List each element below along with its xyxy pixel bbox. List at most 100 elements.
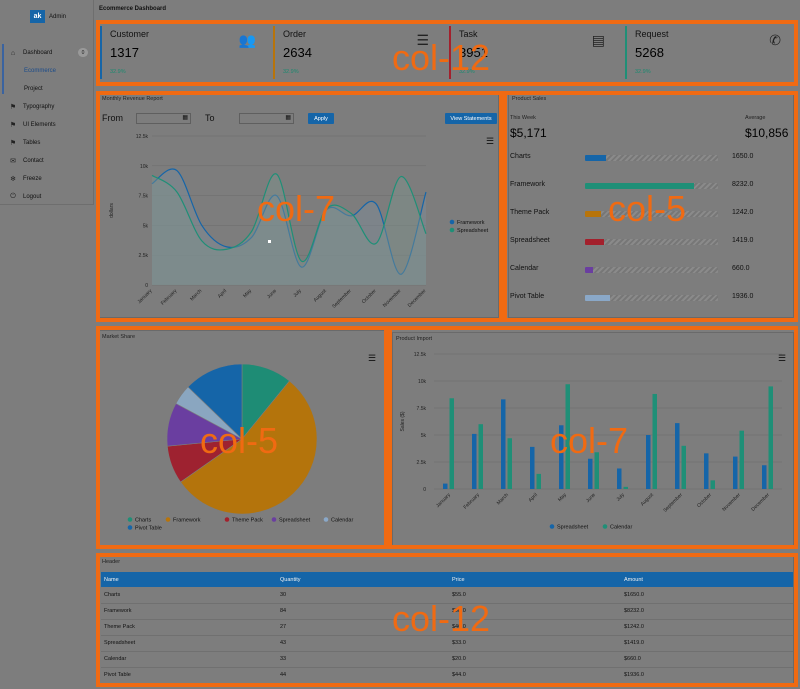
legend-label[interactable]: Calendar <box>610 525 632 531</box>
stat-value: 5268 <box>635 45 664 60</box>
stat-card-order[interactable]: Order 2634 32.9% ☰ <box>273 26 443 79</box>
legend-marker[interactable] <box>127 525 133 530</box>
calendar-icon[interactable]: ▦ <box>285 115 291 121</box>
y-tick-label: 7.5k <box>139 194 149 200</box>
sidebar-item-dashboard[interactable]: ⌂ Dashboard 0 <box>0 44 94 62</box>
bar-calendar[interactable] <box>478 424 484 489</box>
sidebar-item-label: Logout <box>23 194 42 200</box>
import-menu-icon[interactable]: ☰ <box>778 353 787 363</box>
sidebar-item-logout[interactable]: ⏻ Logout <box>0 188 94 206</box>
stat-card-request[interactable]: Request 5268 32.9% ✆ <box>625 26 795 79</box>
legend-label[interactable]: Framework <box>173 518 201 524</box>
pie-slice-framework[interactable] <box>180 380 318 515</box>
sidebar-item-ui-elements[interactable]: ⚑ UI Elements <box>0 116 94 134</box>
stat-percent: 32.9% <box>459 69 475 75</box>
average-label: Average <box>745 115 766 121</box>
sales-row: Pivot Table 1936.0 <box>510 292 793 306</box>
legend-marker[interactable] <box>449 219 455 225</box>
legend-label[interactable]: Calendar <box>331 518 353 524</box>
bar-spreadsheet[interactable] <box>501 399 506 489</box>
bar-spreadsheet[interactable] <box>559 425 564 489</box>
bar-spreadsheet[interactable] <box>588 458 593 489</box>
revenue-menu-icon[interactable]: ☰ <box>486 136 495 146</box>
legend-marker[interactable] <box>602 524 608 529</box>
sidebar-item-label: Typography <box>23 104 55 110</box>
sidebar-item-tables[interactable]: ⚑ Tables <box>0 134 94 152</box>
this-week-value: $5,171 <box>510 126 547 140</box>
stat-card-customer[interactable]: Customer 1317 32.9% 👥 <box>100 26 270 79</box>
bar-calendar[interactable] <box>536 473 542 489</box>
legend-marker[interactable] <box>224 517 230 522</box>
x-tick-label: July <box>615 492 626 503</box>
sales-progress-track <box>585 211 718 217</box>
bar-spreadsheet[interactable] <box>472 433 477 489</box>
from-date-input[interactable]: ▦ <box>136 113 191 124</box>
legend-marker[interactable] <box>271 517 277 522</box>
table-header-cell[interactable]: Amount <box>621 572 793 587</box>
table-cell: 43 <box>277 635 449 652</box>
bar-calendar[interactable] <box>710 480 716 489</box>
sales-value: 1936.0 <box>732 293 754 300</box>
bar-spreadsheet[interactable] <box>675 423 680 489</box>
apply-button[interactable]: Apply <box>308 113 334 124</box>
table-header-cell[interactable]: Name <box>101 572 277 587</box>
sales-value: 1650.0 <box>732 153 754 160</box>
legend-label[interactable]: Spreadsheet <box>557 525 589 531</box>
sales-row: Spreadsheet 1419.0 <box>510 236 793 250</box>
stat-card-task[interactable]: Task 3951 32.9% ▤ <box>449 26 619 79</box>
bar-calendar[interactable] <box>565 384 571 489</box>
bar-spreadsheet[interactable] <box>530 446 535 489</box>
legend-marker[interactable] <box>549 524 555 529</box>
data-table: Name Quantity Price Amount Charts 30 $55.0 $16… <box>101 572 793 684</box>
y-tick-label: 2.5k <box>139 253 149 259</box>
market-menu-icon[interactable]: ☰ <box>368 353 377 363</box>
bar-spreadsheet[interactable] <box>733 456 738 489</box>
bar-calendar[interactable] <box>449 398 455 489</box>
legend-label[interactable]: Spreadsheet <box>279 518 311 524</box>
bar-spreadsheet[interactable] <box>646 435 651 489</box>
bar-calendar[interactable] <box>768 386 774 489</box>
sidebar-item-project[interactable]: Project <box>0 80 94 98</box>
brand[interactable]: ak Admin <box>30 10 66 23</box>
to-date-input[interactable]: ▦ <box>239 113 294 124</box>
stat-accent-bar <box>449 26 451 79</box>
series-line-spreadsheet <box>151 173 427 262</box>
bar-calendar[interactable] <box>594 452 600 489</box>
sidebar-item-contact[interactable]: ✉ Contact <box>0 152 94 170</box>
import-panel: Product Import <box>392 332 794 546</box>
bar-spreadsheet[interactable] <box>443 483 448 489</box>
x-tick-label: May <box>557 492 568 503</box>
calendar-icon[interactable]: ▦ <box>182 115 188 121</box>
sales-progress-fill <box>585 183 695 189</box>
sales-progress-fill <box>585 155 607 161</box>
bar-spreadsheet[interactable] <box>762 465 767 489</box>
sidebar-item-ecommerce[interactable]: Ecommerce <box>0 62 94 80</box>
table-header-cell[interactable]: Quantity <box>277 572 449 587</box>
bar-calendar[interactable] <box>739 430 745 489</box>
legend-marker[interactable] <box>323 517 329 522</box>
sidebar-item-freeze[interactable]: ❄ Freeze <box>0 170 94 188</box>
legend-label[interactable]: Framework <box>457 220 485 226</box>
table-cell: Theme Pack <box>101 619 277 636</box>
pie-slice-pivot-table[interactable] <box>187 363 243 440</box>
legend-marker[interactable] <box>165 517 171 522</box>
legend-label[interactable]: Pivot Table <box>135 526 162 532</box>
bar-spreadsheet[interactable] <box>617 468 622 489</box>
legend-marker[interactable] <box>449 227 455 233</box>
table-header-cell[interactable]: Price <box>449 572 621 587</box>
bar-calendar[interactable] <box>623 486 629 489</box>
bar-calendar[interactable] <box>652 393 658 489</box>
power-icon: ⏻ <box>10 193 16 200</box>
bar-calendar[interactable] <box>681 445 687 489</box>
sidebar-item-typography[interactable]: ⚑ Typography <box>0 98 94 116</box>
sidebar-item-label: Ecommerce <box>24 68 57 74</box>
legend-label[interactable]: Spreadsheet <box>457 228 489 234</box>
table-header-row: Name Quantity Price Amount <box>101 572 793 587</box>
view-statements-button[interactable]: View Statements <box>445 113 497 124</box>
legend-label[interactable]: Charts <box>135 518 151 524</box>
bar-calendar[interactable] <box>507 438 513 489</box>
legend-marker[interactable] <box>127 517 133 522</box>
bar-spreadsheet[interactable] <box>704 453 709 489</box>
legend-label[interactable]: Theme Pack <box>232 518 263 524</box>
